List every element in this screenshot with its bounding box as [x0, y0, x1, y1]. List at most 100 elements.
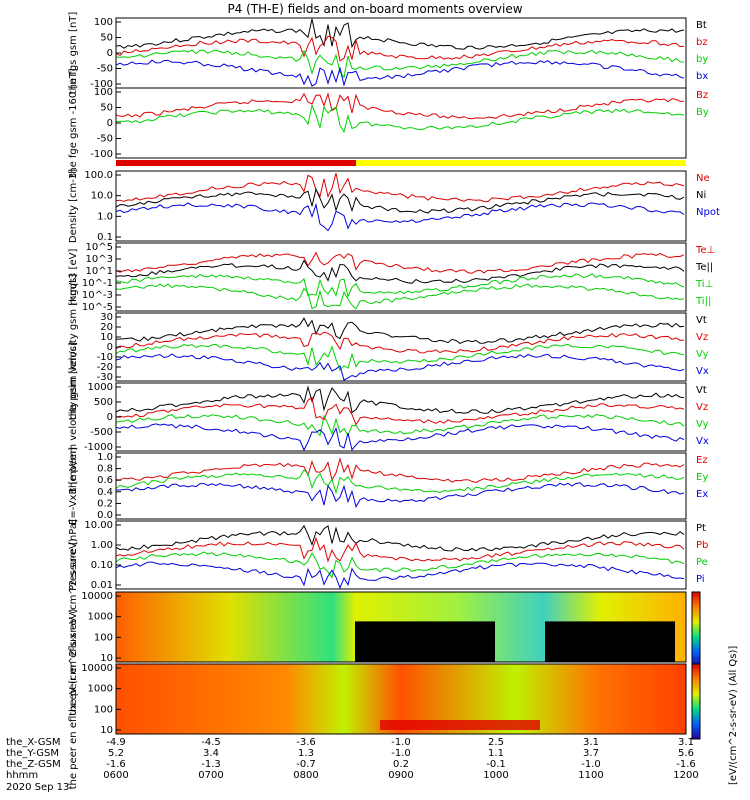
- panel-frame: [115, 520, 687, 590]
- ephemeris-value: -3.6: [296, 737, 316, 748]
- series-line: [115, 331, 684, 354]
- y-axis-label: E=-VxB [mV/m]: [68, 447, 79, 525]
- spectrogram-gap: [355, 621, 495, 662]
- ephemeris-value: 5.6: [678, 748, 694, 759]
- legend-entry: Ti⊥: [695, 279, 713, 290]
- legend-entry: Vy: [696, 419, 709, 430]
- series-line: [115, 551, 685, 579]
- legend-entry: Ez: [696, 455, 708, 466]
- ephemeris-value: 3.1: [678, 737, 694, 748]
- y-tick-label: 10^1: [86, 266, 113, 277]
- legend-entry: Vt: [696, 385, 707, 396]
- ephemeris-value: 0700: [198, 770, 224, 781]
- ephemeris-value: 1000: [483, 770, 509, 781]
- y-tick-label: 1.0: [97, 452, 113, 463]
- y-tick-label: 100: [94, 17, 113, 28]
- series-line: [115, 18, 685, 50]
- legend-entry: Vy: [696, 349, 709, 360]
- y-tick-label: 10^-1: [82, 278, 113, 289]
- y-tick-label: -500: [90, 427, 113, 438]
- y-tick-label: 100.0: [84, 170, 113, 181]
- legend-entry: by: [696, 54, 708, 65]
- legend-entry: Bt: [696, 20, 707, 31]
- y-tick-label: 10^-3: [82, 290, 113, 301]
- panel-frame: [115, 591, 687, 663]
- y-tick-label: 0.6: [97, 475, 113, 486]
- ephemeris-row-label: the_Y-GSM: [6, 748, 60, 759]
- legend-entry: Ne: [696, 173, 710, 184]
- ephemeris-value: -1.3: [201, 759, 221, 770]
- y-tick-label: 1000: [88, 684, 113, 695]
- panel-frame: [115, 170, 687, 242]
- series-line: [115, 317, 685, 344]
- series-line: [115, 259, 685, 284]
- y-tick-label: 1.0: [97, 211, 113, 222]
- legend-entry: Ni: [696, 190, 706, 201]
- colorbar-label: [eV/(cm^2-s-sr-eV) (All Qs)]: [722, 600, 744, 790]
- y-tick-label: 0.01: [91, 580, 113, 591]
- panel-frame: [115, 663, 687, 735]
- y-tick-label: 0.10: [91, 560, 113, 571]
- y-tick-label: 10: [100, 332, 113, 343]
- series-line: [115, 35, 685, 62]
- panel-frame: [115, 452, 687, 520]
- ephemeris-value: -1.6: [676, 759, 696, 770]
- legend-entry: Ex: [696, 489, 708, 500]
- panel-ve: 1000 500 0 -500 -1000 the peem velocity gsm […: [68, 342, 709, 492]
- ephemeris-value: -1.0: [581, 759, 601, 770]
- colorbar-ion: [691, 591, 701, 668]
- panel-pressure: 10.00 1.00 0.10 0.01 Pressure [nPa] Pt Pb Pe Pi: [68, 519, 708, 591]
- panel-frame: [115, 242, 687, 312]
- legend-entry: Pi: [696, 574, 705, 585]
- legend-entry: By: [696, 107, 709, 118]
- series-line: [115, 187, 685, 214]
- series-line: [115, 457, 685, 484]
- y-axis-label: mgqt3 [eV]: [68, 249, 79, 306]
- y-tick-label: -100: [90, 79, 113, 90]
- ephemeris-value: 3.7: [583, 748, 599, 759]
- y-tick-label: 0: [107, 48, 113, 59]
- panel-electron-spectrogram: 10000 1000 100 10 the peer en eflux eV (cm^2…: [68, 609, 687, 789]
- legend-entry: Pt: [696, 523, 706, 534]
- y-tick-label: -20: [97, 362, 113, 373]
- legend-entry: Pb: [696, 540, 708, 551]
- y-tick-label: 10^3: [86, 254, 113, 265]
- legend-entry: Vt: [696, 315, 707, 326]
- svg-text:[eV/(cm^2-s-sr-eV) (All Qs)]: [eV/(cm^2-s-sr-eV) (All Qs)]: [728, 646, 739, 785]
- legend-entry: Bz: [696, 90, 708, 101]
- y-axis-label: the fge gsm -160 [nT]: [68, 68, 79, 177]
- ephemeris-value: -4.5: [201, 737, 221, 748]
- y-tick-label: 10: [100, 653, 113, 664]
- y-axis-label: the peem velocity gsm [km/s]: [68, 342, 79, 492]
- y-tick-label: 10000: [81, 663, 113, 674]
- panel-density: 100.0 10.0 1.0 0.1 Density [cm-3] Ne Ni Npot: [68, 169, 720, 243]
- series-line: [115, 385, 685, 414]
- ephemeris-value: 0900: [388, 770, 414, 781]
- series-line: [115, 202, 685, 232]
- y-tick-label: -10: [97, 352, 113, 363]
- ephemeris-row-label: the_X-GSM: [6, 737, 61, 748]
- series-line: [115, 49, 685, 79]
- y-tick-label: -30: [97, 372, 113, 383]
- series-line: [115, 469, 685, 495]
- y-axis-label: the peim velocity gsm [km/s]: [68, 274, 79, 421]
- spectrogram-gap: [545, 621, 675, 662]
- series-line: [115, 343, 685, 372]
- y-tick-label: 0.1: [97, 232, 113, 243]
- legend-entry: Te||: [695, 262, 713, 273]
- y-tick-label: 1000: [88, 382, 113, 393]
- panel-fge: 100 50 0 -50 -100 the fge gsm -160 [nT] Bz By: [68, 68, 709, 177]
- panel-fgs: 100 50 0 -50 -100 the fgs gsm [nT] Bt bz by bx: [68, 12, 708, 95]
- ephemeris-row-label: the_Z-GSM: [6, 759, 61, 770]
- ephemeris-value: 0600: [103, 770, 129, 781]
- ephemeris-value: 2.5: [488, 737, 504, 748]
- y-tick-label: -1000: [84, 442, 113, 453]
- series-line: [115, 524, 685, 552]
- ephemeris-value: 0.2: [393, 759, 409, 770]
- y-tick-label: 1000: [88, 612, 113, 623]
- legend-entry: bx: [696, 71, 708, 82]
- y-tick-label: 100: [94, 632, 113, 643]
- colorbar-electron: [691, 663, 701, 740]
